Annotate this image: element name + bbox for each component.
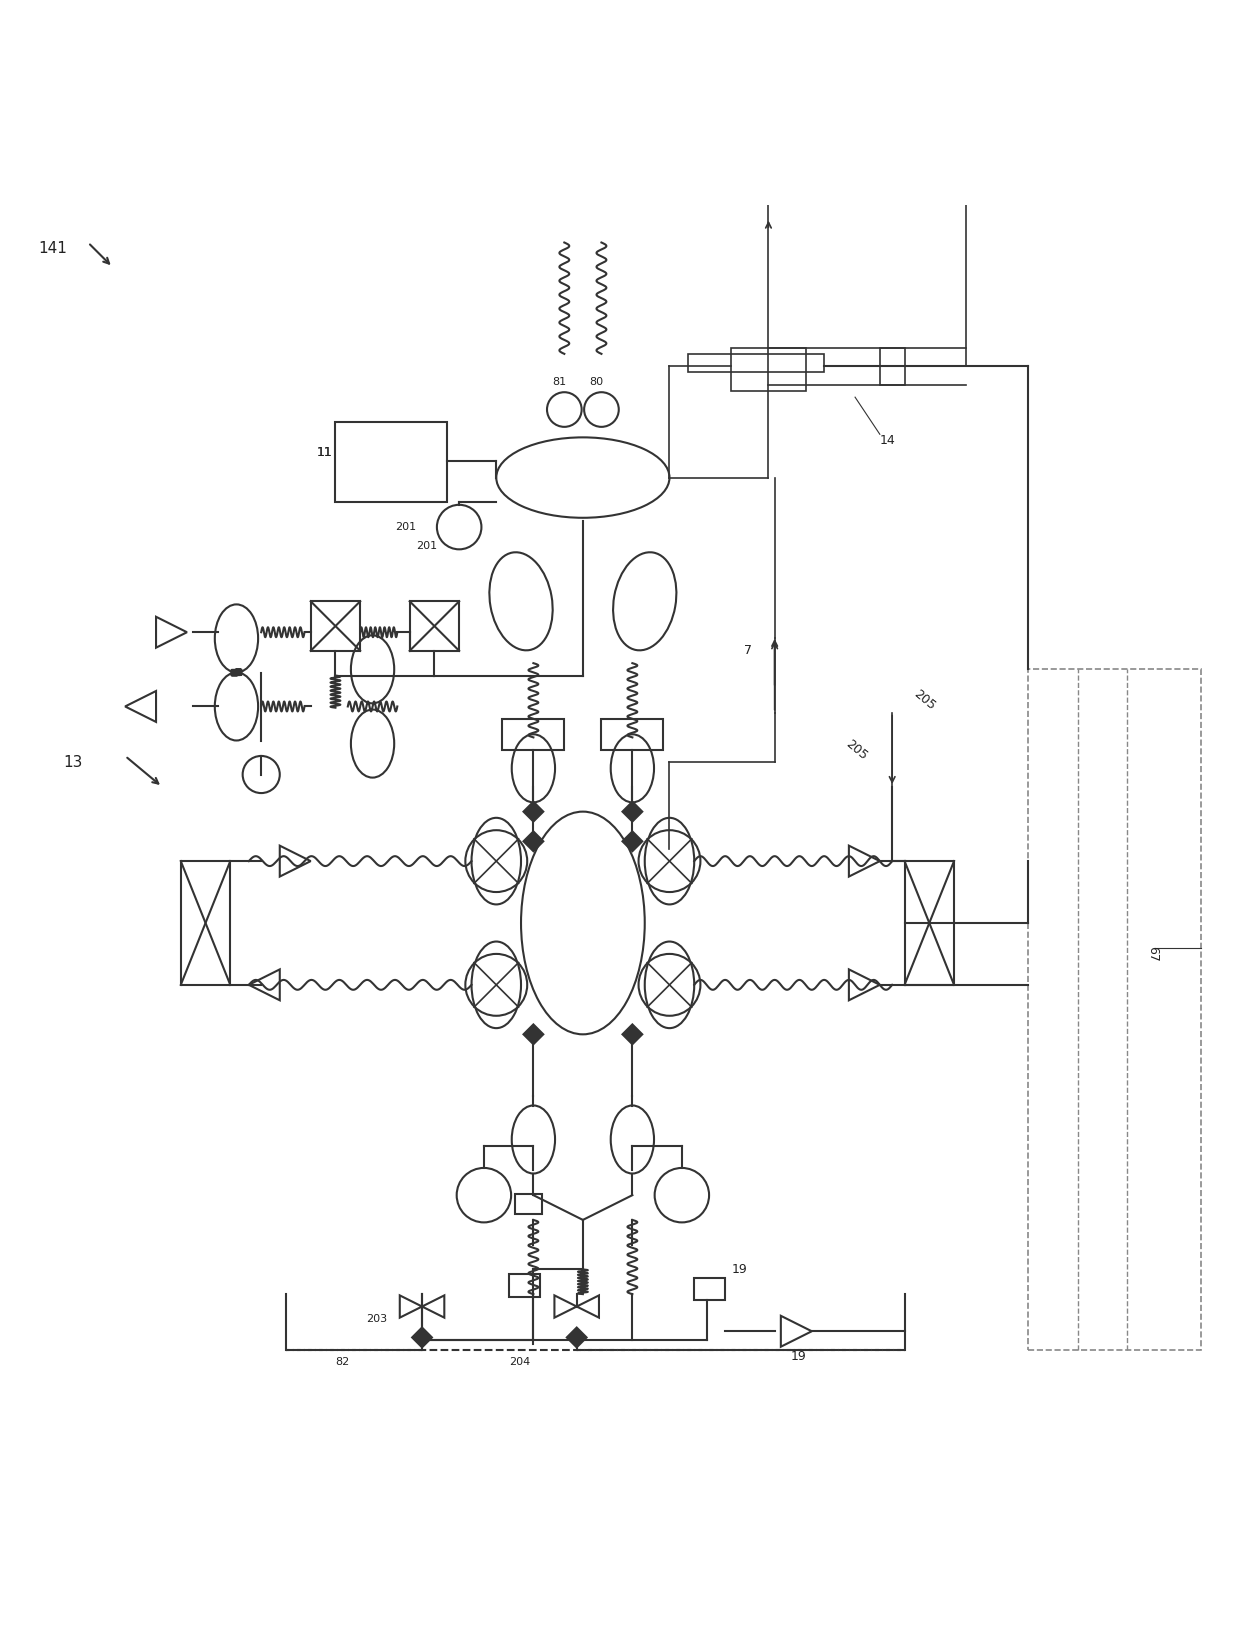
Text: 205: 205 — [843, 737, 869, 763]
Bar — [336, 422, 446, 503]
Text: 80: 80 — [589, 377, 603, 387]
Text: 14: 14 — [880, 433, 895, 447]
Bar — [601, 719, 663, 750]
Bar — [694, 1279, 725, 1300]
Bar — [311, 602, 360, 651]
Text: 205: 205 — [910, 687, 937, 714]
Bar — [502, 719, 564, 750]
Polygon shape — [622, 832, 642, 852]
Polygon shape — [523, 801, 543, 821]
Bar — [688, 354, 825, 372]
Polygon shape — [622, 1025, 642, 1045]
Polygon shape — [412, 1328, 432, 1348]
Bar — [880, 348, 904, 384]
Text: 19: 19 — [732, 1262, 746, 1276]
Text: 82: 82 — [336, 1358, 350, 1368]
Text: 13: 13 — [63, 755, 83, 770]
Text: 11: 11 — [317, 447, 332, 460]
Text: 81: 81 — [552, 377, 567, 387]
Bar — [904, 862, 954, 986]
Text: 11: 11 — [317, 447, 332, 460]
Polygon shape — [523, 832, 543, 852]
Polygon shape — [523, 1025, 543, 1045]
Bar — [515, 1193, 542, 1213]
Text: 201: 201 — [394, 522, 415, 532]
Bar — [181, 862, 231, 986]
Bar — [409, 602, 459, 651]
Polygon shape — [567, 1328, 587, 1348]
Polygon shape — [622, 801, 642, 821]
Bar — [732, 348, 806, 391]
Bar — [1028, 669, 1202, 1350]
Text: 201: 201 — [415, 541, 436, 550]
Bar — [508, 1274, 539, 1297]
Text: 67: 67 — [1146, 946, 1159, 962]
Text: 7: 7 — [744, 644, 751, 658]
Text: 19: 19 — [791, 1350, 806, 1363]
Text: 203: 203 — [366, 1313, 387, 1323]
Text: 204: 204 — [508, 1358, 529, 1368]
Text: 141: 141 — [38, 241, 67, 255]
